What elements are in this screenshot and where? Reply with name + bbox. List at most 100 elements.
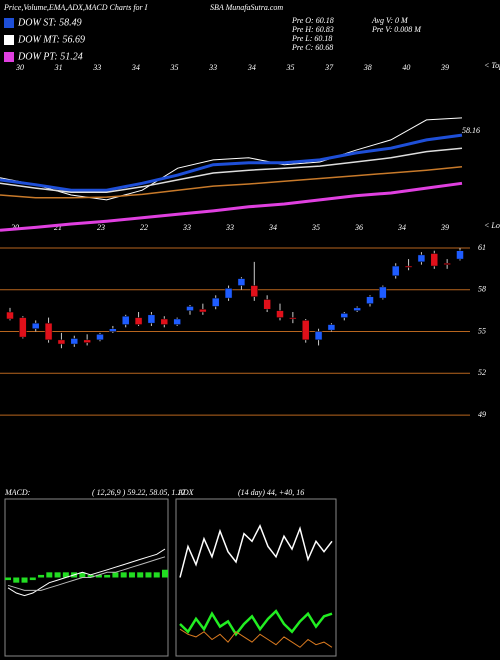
legend-swatch (4, 52, 14, 62)
macd-params: ( 12,26,9 ) 59.22, 58.05, 1.17 (92, 488, 186, 497)
candle-body (404, 265, 413, 268)
macd-hist (153, 572, 160, 578)
macd-hist (95, 574, 102, 578)
candle-body (301, 320, 310, 341)
adx-line (179, 523, 333, 578)
candle-body (121, 315, 130, 325)
annotation: 58.16 (462, 126, 480, 135)
macd-hist (104, 574, 111, 578)
candle-body (19, 317, 27, 338)
macd-hist (29, 577, 36, 581)
macd-line (7, 556, 166, 591)
date-label: 39 (440, 223, 449, 232)
info-label: Pre L: 60.18 (291, 34, 332, 43)
date-label: 33 (208, 63, 217, 72)
date-label: 35 (311, 223, 320, 232)
candle-body (173, 318, 181, 325)
note: < Lowe (484, 221, 500, 230)
price-line (0, 133, 463, 192)
candle-body (289, 317, 297, 320)
legend-swatch (4, 18, 14, 28)
price-line (0, 147, 463, 194)
candle-body (109, 328, 117, 332)
date-label: 33 (225, 223, 234, 232)
candle-body (211, 297, 220, 307)
macd-hist (79, 572, 86, 578)
candle-body (83, 339, 91, 343)
legend-swatch (4, 35, 14, 45)
candle-body (430, 253, 439, 267)
site: SBA MunafaSutra.com (210, 3, 283, 12)
date-label: 38 (363, 63, 372, 72)
macd-hist (62, 572, 69, 578)
date-label: 34 (268, 223, 277, 232)
macd-hist (87, 574, 94, 578)
legend-label: DOW ST: 58.49 (17, 17, 82, 28)
price-line (0, 117, 463, 201)
price-line (0, 181, 463, 232)
date-label: 34 (247, 63, 256, 72)
candle-body (327, 324, 336, 331)
date-label: 40 (402, 63, 410, 72)
candle-body (199, 308, 207, 313)
y-tick-label: 52 (478, 368, 486, 377)
macd-hist (21, 577, 28, 583)
macd-hist (128, 572, 135, 578)
candle-body (134, 317, 143, 325)
legend-label: DOW PT: 51.24 (17, 51, 83, 62)
date-label: 36 (354, 223, 363, 232)
candle-body (366, 296, 374, 304)
candle-body (237, 278, 246, 286)
macd-hist (145, 572, 152, 578)
candle-body (96, 334, 104, 341)
macd-hist (137, 572, 144, 578)
title: Price,Volume,EMA,ADX,MACD Charts for I (3, 3, 148, 12)
macd-title: MACD: (4, 488, 31, 497)
candle-body (314, 331, 323, 341)
info-label: Pre C: 60.68 (291, 43, 333, 52)
y-tick-label: 58 (478, 285, 486, 294)
date-label: 39 (440, 63, 449, 72)
note: < Topo (484, 61, 500, 70)
adx-line (179, 609, 333, 637)
y-tick-label: 55 (478, 326, 486, 335)
adx-params: (14 day) 44, +40, 16 (238, 488, 304, 497)
candle-body (276, 310, 284, 318)
date-label: 21 (54, 223, 62, 232)
date-label: 35 (170, 63, 179, 72)
info-label: Pre H: 60.83 (291, 25, 334, 34)
adx-title: ADX (177, 488, 195, 497)
candle-body (443, 263, 451, 265)
info-label: Avg V: 0 M (371, 16, 409, 25)
candle-body (456, 250, 464, 260)
date-label: 31 (54, 63, 63, 72)
legend-label: DOW MT: 56.69 (17, 34, 85, 45)
date-label: 37 (324, 63, 334, 72)
date-label: 23 (97, 223, 105, 232)
candle-body (147, 314, 156, 324)
adx-line (179, 628, 333, 648)
macd-hist (5, 577, 11, 581)
date-label: 33 (92, 63, 101, 72)
candle-body (263, 299, 271, 310)
candle-body (340, 313, 349, 318)
candle-body (160, 318, 169, 325)
price-line (0, 166, 463, 199)
candle-body (379, 286, 387, 299)
candle-body (186, 306, 194, 311)
date-label: 33 (182, 223, 191, 232)
candle-body (353, 307, 361, 311)
macd-hist (112, 572, 119, 578)
date-label: 35 (285, 63, 294, 72)
date-label: 34 (397, 223, 406, 232)
candle-body (250, 285, 259, 297)
date-label: 22 (140, 223, 148, 232)
candle-body (70, 338, 79, 345)
candle-body (44, 322, 53, 341)
macd-hist (120, 572, 127, 578)
macd-hist (38, 574, 45, 578)
macd-hist (54, 572, 61, 578)
macd-hist (162, 569, 168, 578)
candle-body (57, 339, 66, 345)
